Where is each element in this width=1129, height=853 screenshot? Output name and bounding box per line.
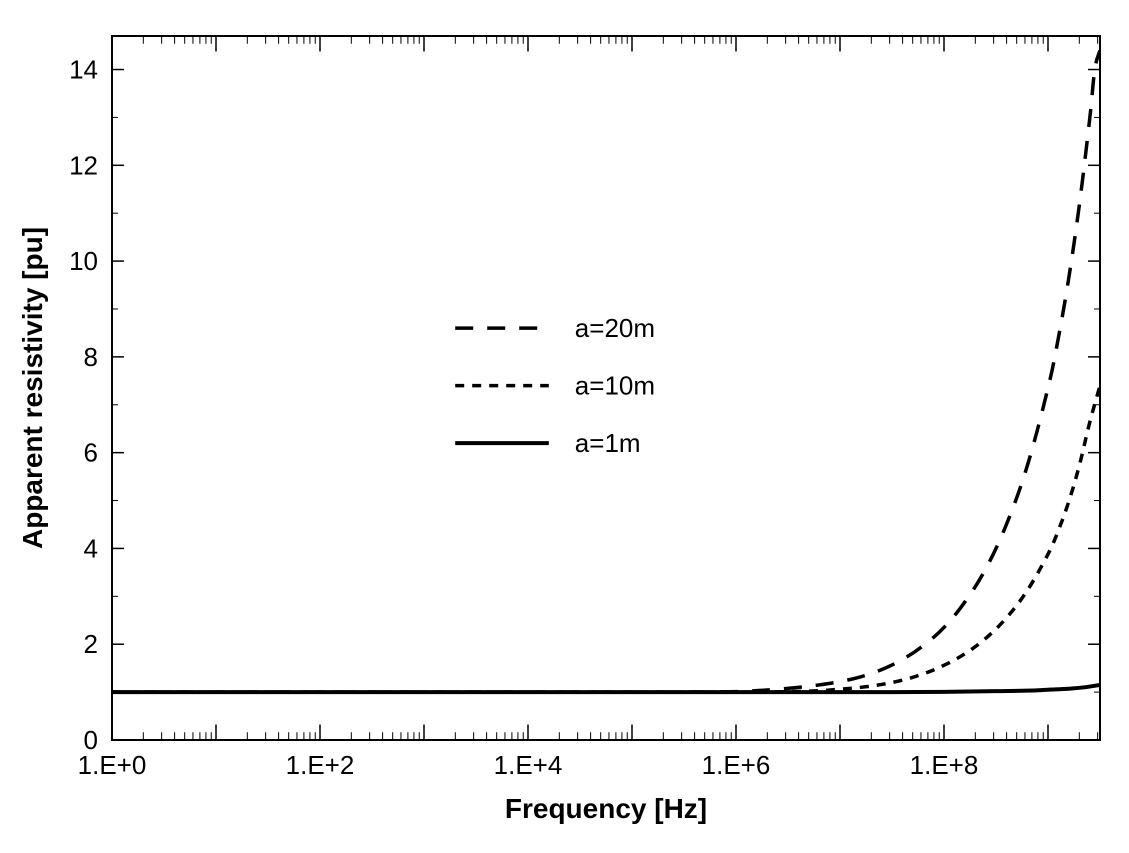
- legend-label-s20: a=20m: [575, 313, 655, 343]
- legend-label-s1: a=1m: [575, 428, 641, 458]
- y-tick-label: 12: [69, 150, 98, 180]
- y-axis-label: Apparent resistivity [pu]: [17, 227, 48, 549]
- y-tick-label: 6: [84, 438, 98, 468]
- x-tick-label: 1.E+4: [494, 750, 563, 780]
- chart-container: 1.E+01.E+21.E+41.E+61.E+8Frequency [Hz]0…: [0, 0, 1129, 853]
- x-tick-label: 1.E+2: [286, 750, 355, 780]
- x-tick-label: 1.E+6: [702, 750, 771, 780]
- y-tick-label: 8: [84, 342, 98, 372]
- y-tick-label: 4: [84, 533, 98, 563]
- x-tick-label: 1.E+8: [910, 750, 979, 780]
- resistivity-chart: 1.E+01.E+21.E+41.E+61.E+8Frequency [Hz]0…: [0, 0, 1129, 853]
- y-tick-label: 14: [69, 55, 98, 85]
- x-axis-label: Frequency [Hz]: [505, 793, 707, 824]
- legend-label-s10: a=10m: [575, 371, 655, 401]
- y-tick-label: 0: [84, 725, 98, 755]
- y-tick-label: 2: [84, 629, 98, 659]
- y-tick-label: 10: [69, 246, 98, 276]
- chart-bg: [0, 0, 1129, 853]
